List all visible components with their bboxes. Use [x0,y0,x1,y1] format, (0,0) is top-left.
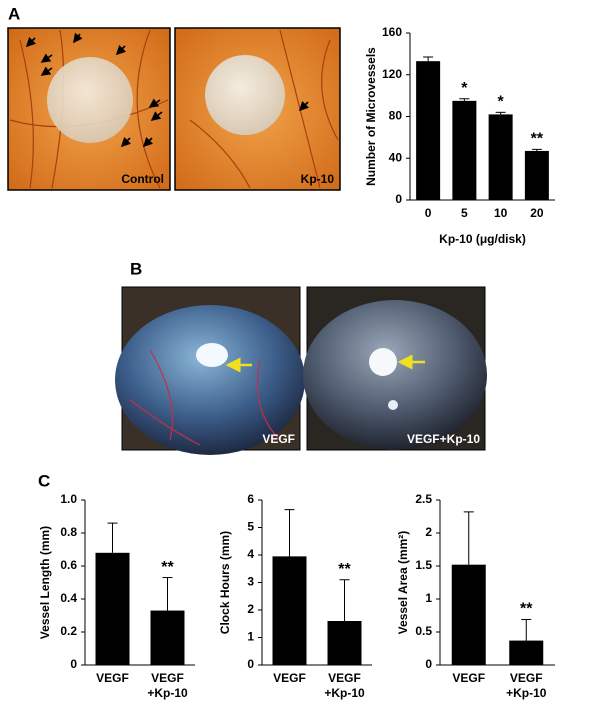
y-axis-title: Clock Hours (mm) [218,531,232,634]
x-tick-label: VEGF +Kp-10 [506,671,547,700]
y-tick-label: 40 [389,150,403,164]
significance-marker: ** [338,561,351,578]
photo-kp10: Kp-10 [174,27,341,191]
y-tick-label: 6 [247,492,254,506]
y-tick-label: 0.6 [60,558,77,572]
photo-vegf-kp10: VEGF+Kp-10 [303,286,487,451]
photo-label: VEGF [262,432,295,446]
y-axis-title: Number of Microvessels [364,47,378,186]
y-axis-title: Vessel Length (mm) [38,526,52,639]
bar [451,564,486,665]
y-tick-label: 0.4 [60,591,77,605]
bar [150,610,185,665]
bar [509,640,544,665]
y-tick-label: 4 [247,547,254,561]
significance-marker: * [461,80,468,97]
y-tick-label: 0 [70,657,77,671]
y-tick-label: 2 [425,525,432,539]
y-tick-label: 2 [247,602,254,616]
y-tick-label: 0 [247,657,254,671]
bar [488,114,513,200]
significance-marker: ** [161,559,174,576]
y-tick-label: 0 [395,192,402,206]
y-tick-label: 5 [247,520,254,534]
x-axis-title: Kp-10 (μg/disk) [439,232,526,246]
photo-vegf: VEGF [115,286,305,455]
x-tick-label: VEGF +Kp-10 [147,671,188,700]
bar [95,552,130,665]
x-tick-label: 0 [425,206,432,220]
y-tick-label: 3 [247,575,254,589]
x-tick-label: VEGF +Kp-10 [324,671,365,700]
x-tick-label: VEGF [452,671,485,685]
bar [327,621,362,665]
y-tick-label: 160 [382,25,402,39]
y-tick-label: 0.8 [60,525,77,539]
significance-marker: * [498,94,505,111]
y-tick-label: 0.5 [415,624,432,638]
x-tick-label: VEGF [273,671,306,685]
panel-label: A [8,4,20,23]
y-tick-label: 0.2 [60,624,77,638]
photo-label: Control [121,172,164,186]
bar [524,150,549,200]
x-tick-label: VEGF [96,671,129,685]
x-tick-label: 5 [461,206,468,220]
y-tick-label: 1 [247,630,254,644]
photo-label: Kp-10 [301,172,335,186]
bar [452,100,477,200]
bar [416,61,441,201]
photo-control: Control [7,27,171,191]
y-tick-label: 80 [389,109,403,123]
x-tick-label: 10 [494,206,508,220]
bar [272,556,307,665]
significance-marker: ** [520,601,533,618]
x-tick-label: 20 [530,206,544,220]
y-tick-label: 120 [382,67,402,81]
panel-label: C [38,471,50,490]
y-tick-label: 1.0 [60,492,77,506]
y-tick-label: 1 [425,591,432,605]
photo-label: VEGF+Kp-10 [407,432,480,446]
y-tick-label: 2.5 [415,492,432,506]
significance-marker: ** [531,131,544,148]
y-tick-label: 0 [425,657,432,671]
panel-label: B [130,259,142,278]
y-tick-label: 1.5 [415,558,432,572]
y-axis-title: Vessel Area (mm²) [396,531,410,635]
